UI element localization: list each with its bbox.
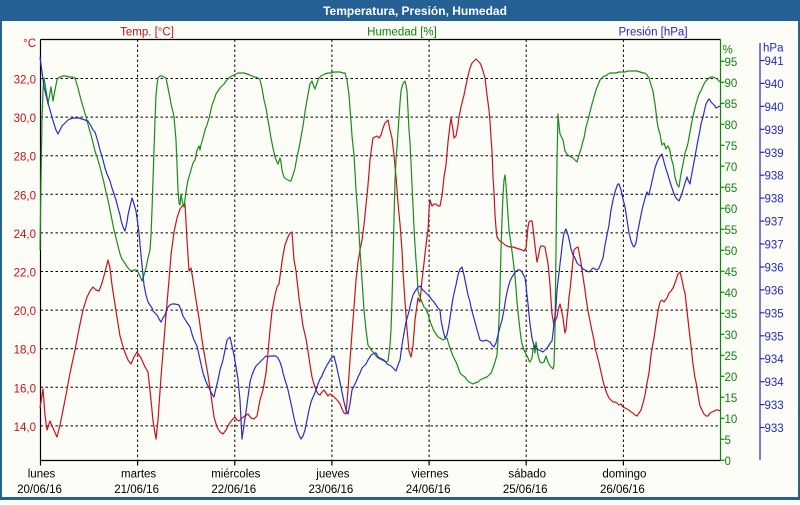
svg-text:941: 941 [765,56,784,68]
svg-text:26,0: 26,0 [14,190,36,202]
svg-text:934: 934 [765,377,785,389]
svg-text:°C: °C [23,38,36,50]
svg-text:940: 940 [765,102,784,114]
svg-text:85: 85 [725,99,738,111]
svg-text:14,0: 14,0 [14,422,36,434]
svg-text:Temperatura, Presión, Humedad: Temperatura, Presión, Humedad [323,4,507,18]
svg-text:938: 938 [765,171,784,183]
svg-text:80: 80 [725,120,738,132]
svg-text:24/06/16: 24/06/16 [406,484,451,496]
svg-text:Temp. [°C]: Temp. [°C] [120,27,174,39]
svg-text:45: 45 [725,267,738,279]
svg-text:55: 55 [725,225,738,237]
svg-text:939: 939 [765,148,784,160]
svg-text:25: 25 [725,351,738,363]
svg-text:20: 20 [725,372,738,384]
svg-text:936: 936 [765,263,784,275]
svg-text:30: 30 [725,330,738,342]
svg-text:24,0: 24,0 [14,229,36,241]
svg-text:32,0: 32,0 [14,75,36,87]
svg-text:40: 40 [725,288,738,300]
svg-text:16,0: 16,0 [14,383,36,395]
svg-text:%: % [723,45,733,57]
svg-text:937: 937 [765,240,784,252]
svg-text:75: 75 [725,141,738,153]
svg-text:935: 935 [765,331,784,343]
svg-text:934: 934 [765,354,785,366]
svg-text:Humedad [%]: Humedad [%] [367,27,437,39]
svg-text:Presión [hPa]: Presión [hPa] [618,27,687,39]
svg-text:martes: martes [121,469,156,481]
svg-text:65: 65 [725,183,738,195]
svg-text:940: 940 [765,79,784,91]
svg-text:28,0: 28,0 [14,152,36,164]
svg-text:sábado: sábado [508,469,546,481]
svg-text:933: 933 [765,400,784,412]
svg-text:938: 938 [765,194,784,206]
svg-text:90: 90 [725,78,738,90]
svg-text:15: 15 [725,393,738,405]
svg-text:95: 95 [725,57,738,69]
svg-text:935: 935 [765,308,784,320]
svg-text:50: 50 [725,246,738,258]
svg-text:lunes: lunes [28,469,56,481]
svg-text:936: 936 [765,285,784,297]
svg-text:30,0: 30,0 [14,113,36,125]
svg-text:933: 933 [765,423,784,435]
svg-text:18,0: 18,0 [14,345,36,357]
svg-text:23/06/16: 23/06/16 [309,484,354,496]
svg-text:miércoles: miércoles [211,469,260,481]
svg-text:70: 70 [725,162,738,174]
svg-text:22/06/16: 22/06/16 [211,484,256,496]
svg-text:25/06/16: 25/06/16 [503,484,548,496]
svg-text:20/06/16: 20/06/16 [17,484,62,496]
svg-text:viernes: viernes [412,469,449,481]
svg-text:0: 0 [725,456,731,468]
svg-text:21/06/16: 21/06/16 [114,484,159,496]
svg-text:5: 5 [725,435,731,447]
svg-text:10: 10 [725,414,738,426]
svg-text:26/06/16: 26/06/16 [600,484,645,496]
svg-text:jueves: jueves [315,469,349,481]
svg-text:hPa: hPa [763,43,784,55]
svg-text:937: 937 [765,217,784,229]
svg-text:60: 60 [725,204,738,216]
svg-text:22,0: 22,0 [14,268,36,280]
svg-text:20,0: 20,0 [14,306,36,318]
svg-text:domingo: domingo [602,469,646,481]
svg-text:939: 939 [765,125,784,137]
svg-text:35: 35 [725,309,738,321]
